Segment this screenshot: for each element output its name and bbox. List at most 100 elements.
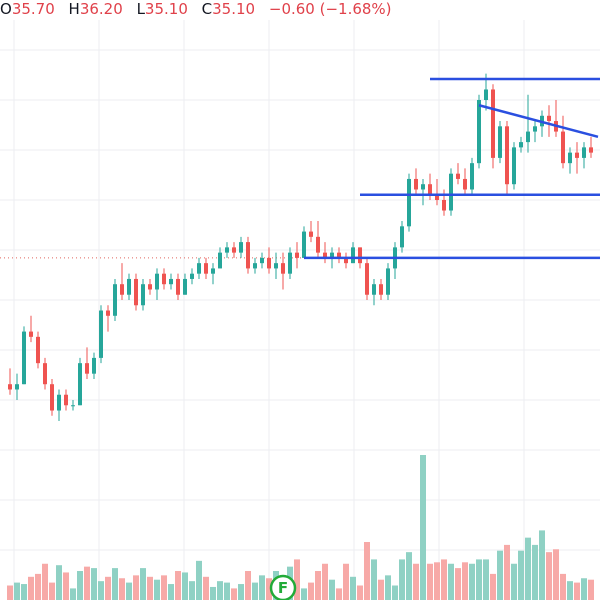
candle-body bbox=[372, 284, 376, 295]
candle-body bbox=[323, 252, 327, 258]
candle bbox=[57, 389, 61, 422]
candle-body bbox=[260, 257, 264, 264]
candle bbox=[442, 189, 446, 216]
volume-bar bbox=[518, 550, 524, 600]
volume-bar bbox=[511, 563, 517, 600]
candle-body bbox=[22, 331, 26, 385]
candle bbox=[344, 252, 348, 269]
candle bbox=[281, 252, 285, 290]
low-label: L bbox=[136, 0, 145, 18]
earnings-marker-label: F bbox=[278, 579, 288, 597]
candle-body bbox=[246, 242, 250, 269]
candle-body bbox=[512, 147, 516, 185]
candle bbox=[183, 273, 187, 295]
candle bbox=[260, 252, 264, 269]
candle-body bbox=[78, 363, 82, 406]
volume-bar bbox=[259, 575, 265, 600]
volume-bar bbox=[175, 571, 181, 600]
candle-body bbox=[204, 263, 208, 274]
candle-body bbox=[197, 263, 201, 274]
volume-bar bbox=[427, 563, 433, 600]
volume-bar bbox=[231, 588, 237, 600]
candle bbox=[365, 257, 369, 300]
volume-bar bbox=[406, 552, 412, 600]
candle bbox=[197, 257, 201, 279]
candle-body bbox=[36, 336, 40, 364]
volume-bar bbox=[168, 584, 174, 600]
volume-bar bbox=[378, 579, 384, 600]
volume-bar bbox=[308, 582, 314, 600]
candle bbox=[295, 242, 299, 269]
high-value: 36.20 bbox=[79, 0, 123, 18]
volume-bar bbox=[469, 563, 475, 600]
candle bbox=[267, 247, 271, 274]
candle-body bbox=[302, 231, 306, 258]
candle-body bbox=[491, 89, 495, 158]
close-value: 35.10 bbox=[212, 0, 256, 18]
candle-body bbox=[29, 331, 33, 337]
candle-body bbox=[456, 173, 460, 179]
volume-bar bbox=[140, 568, 146, 600]
volume-bar bbox=[490, 573, 496, 600]
candle bbox=[120, 263, 124, 300]
volume-bar bbox=[294, 559, 300, 600]
volume-bar bbox=[238, 584, 244, 600]
volume-bar bbox=[483, 559, 489, 600]
candle bbox=[421, 178, 425, 206]
candle bbox=[204, 257, 208, 279]
event-markers[interactable]: F bbox=[269, 574, 297, 600]
earnings-marker-icon[interactable] bbox=[269, 574, 297, 600]
candle-body bbox=[316, 236, 320, 253]
candle-body bbox=[442, 200, 446, 211]
candle bbox=[155, 268, 159, 300]
volume-bars bbox=[7, 455, 594, 600]
candle bbox=[533, 121, 537, 143]
candle-body bbox=[190, 273, 194, 279]
candle bbox=[253, 257, 257, 274]
volume-bar bbox=[588, 579, 594, 600]
volume-bar bbox=[539, 530, 545, 600]
candle bbox=[561, 115, 565, 169]
candle bbox=[113, 278, 117, 322]
volume-bar bbox=[371, 559, 377, 600]
candle bbox=[519, 136, 523, 153]
candle-body bbox=[141, 284, 145, 306]
volume-bar bbox=[357, 585, 363, 600]
candle-body bbox=[337, 252, 341, 258]
candle bbox=[218, 247, 222, 269]
candle bbox=[29, 315, 33, 343]
grid bbox=[0, 20, 600, 600]
volume-bar bbox=[91, 568, 97, 600]
candle-body bbox=[358, 247, 362, 264]
candle bbox=[211, 263, 215, 285]
volume-bar bbox=[322, 563, 328, 600]
volume-bar bbox=[217, 581, 223, 600]
drawings[interactable] bbox=[304, 77, 600, 260]
candle-body bbox=[218, 252, 222, 269]
candle bbox=[302, 226, 306, 258]
volume-bar bbox=[56, 565, 62, 600]
candle bbox=[36, 331, 40, 369]
volume-bar bbox=[182, 572, 188, 600]
volume-bar bbox=[343, 563, 349, 600]
volume-bar bbox=[105, 576, 111, 600]
candle bbox=[491, 84, 495, 169]
low-value: 35.10 bbox=[144, 0, 188, 18]
candle bbox=[512, 142, 516, 190]
volume-bar bbox=[7, 585, 13, 600]
candle bbox=[43, 357, 47, 390]
candles[interactable] bbox=[8, 73, 593, 422]
candle bbox=[589, 136, 593, 158]
candle-body bbox=[505, 126, 509, 185]
volume-bar bbox=[14, 582, 20, 600]
volume-bar bbox=[553, 549, 559, 600]
candle-body bbox=[330, 252, 334, 258]
volume-bar bbox=[266, 578, 272, 600]
candle bbox=[15, 373, 19, 400]
candle bbox=[554, 100, 558, 137]
candle-body bbox=[239, 242, 243, 253]
candle bbox=[127, 273, 131, 300]
volume-bar bbox=[28, 576, 34, 600]
